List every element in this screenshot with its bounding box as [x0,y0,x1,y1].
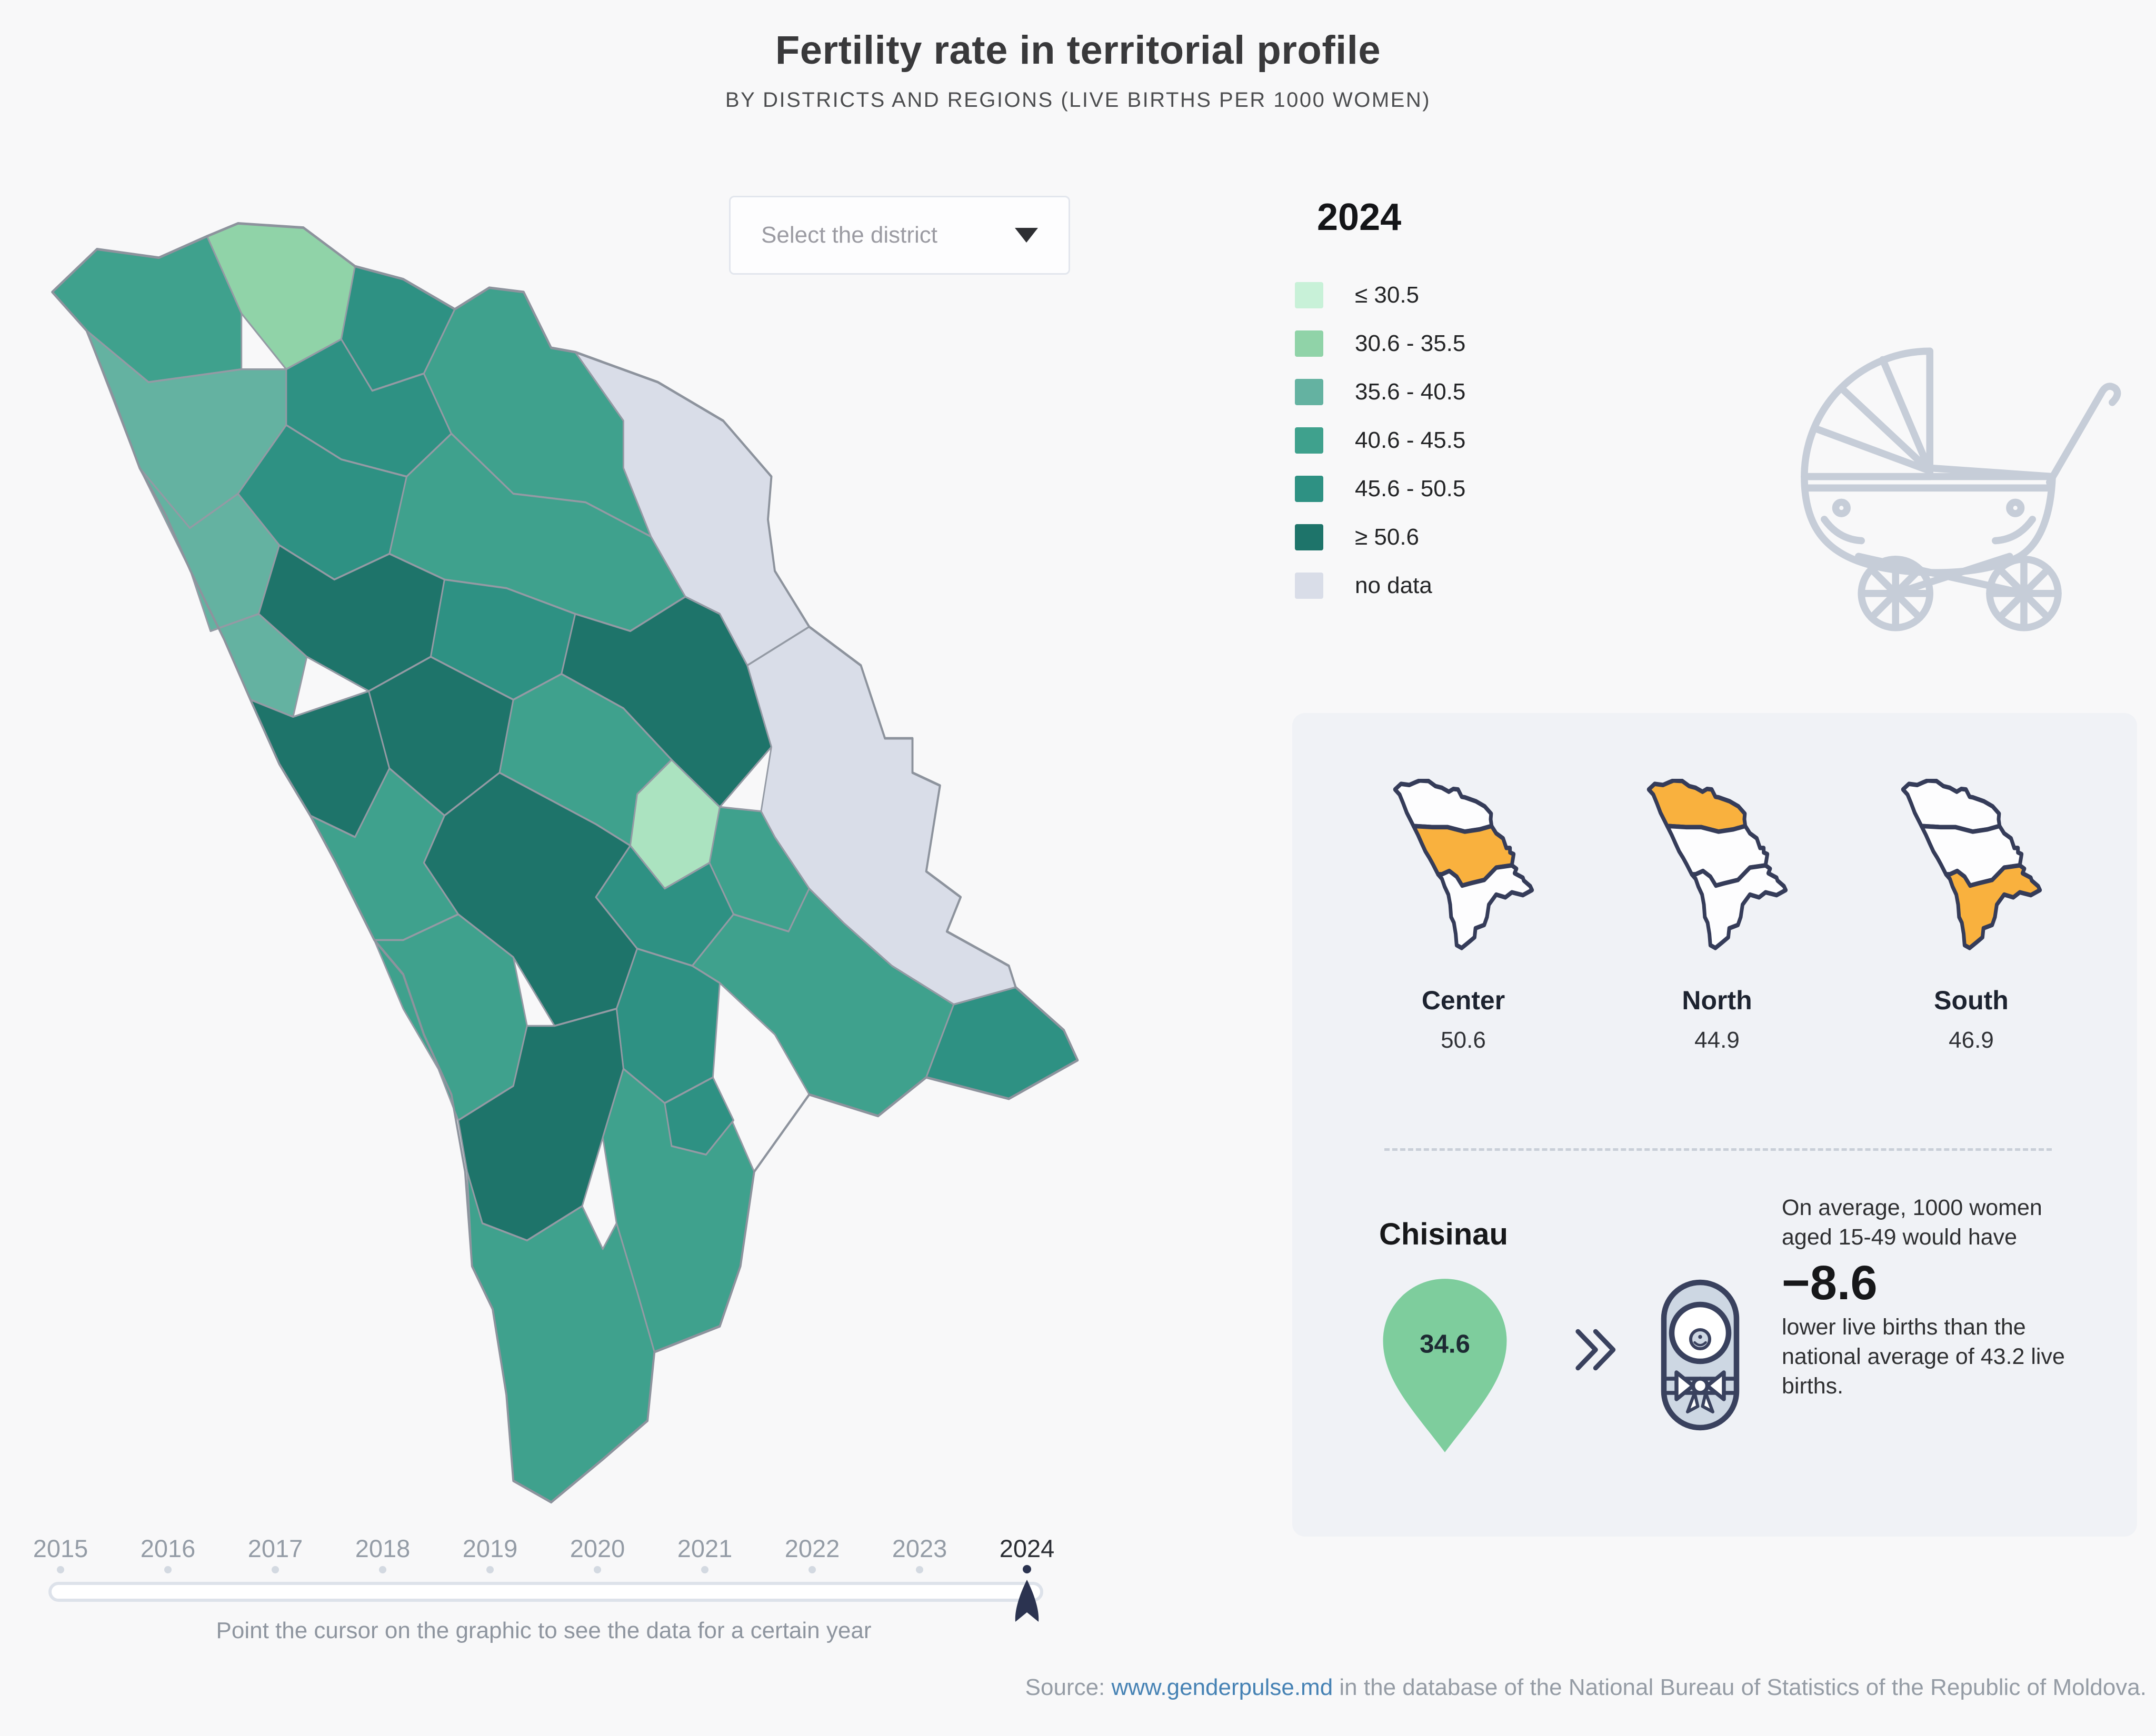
chevron-down-icon [1015,228,1038,243]
district-select[interactable]: Select the district [729,196,1070,275]
year-tick-2017[interactable]: 2017 [247,1534,303,1562]
year-tick-2016[interactable]: 2016 [140,1534,196,1562]
legend-swatch [1295,476,1323,502]
moldova-outline [51,222,1079,1504]
district-select-placeholder: Select the district [761,222,938,248]
year-dot[interactable] [808,1566,816,1573]
comparison-delta: −8.6 [1782,1256,1878,1310]
legend-label: no data [1355,573,1432,598]
legend-item: 30.6 - 35.5 [1295,330,1465,357]
region-value-north: 44.9 [1694,1027,1740,1053]
legend-label: ≥ 50.6 [1355,524,1420,550]
year-dot[interactable] [164,1566,172,1573]
page-subtitle: BY DISTRICTS AND REGIONS (LIVE BIRTHS PE… [725,88,1431,112]
legend-item: no data [1295,573,1465,599]
year-tick-2021[interactable]: 2021 [677,1534,733,1562]
legend-swatch [1295,524,1323,550]
year-dot[interactable] [57,1566,64,1573]
legend-label: 30.6 - 35.5 [1355,330,1466,356]
year-dot[interactable] [701,1566,708,1573]
selected-year-label: 2024 [1317,196,1402,238]
dashed-divider [1384,1148,2052,1151]
minimap-north[interactable] [1646,779,1788,952]
source-link[interactable]: www.genderpulse.md [1111,1674,1333,1700]
chisinau-title: Chisinau [1379,1217,1508,1251]
source-suffix: in the database of the National Bureau o… [1333,1674,2147,1700]
year-tick-2020[interactable]: 2020 [570,1534,625,1562]
year-dot-selected[interactable] [1023,1565,1031,1573]
legend-swatch [1295,379,1323,405]
chisinau-value-pin: 34.6 [1383,1279,1507,1452]
minimap-south[interactable] [1900,779,2042,952]
year-dot[interactable] [486,1566,494,1573]
double-chevron-right-icon [1575,1329,1616,1371]
legend: ≤ 30.5 30.6 - 35.5 35.6 - 40.5 40.6 - 45… [1295,282,1465,621]
map-district[interactable] [51,235,243,384]
region-value-center: 50.6 [1441,1027,1486,1053]
comparison-lead: On average, 1000 women aged 15-49 would … [1782,1195,2042,1250]
source-prefix: Source: [1025,1674,1112,1700]
year-tick-2019[interactable]: 2019 [462,1534,518,1562]
year-dot[interactable] [272,1566,279,1573]
region-name-south: South [1934,986,2009,1015]
region-value-south: 46.9 [1949,1027,1994,1053]
legend-label: ≤ 30.5 [1355,282,1420,308]
legend-swatch [1295,427,1323,454]
legend-label: 45.6 - 50.5 [1355,476,1466,501]
legend-item: ≤ 30.5 [1295,282,1465,308]
legend-label: 40.6 - 45.5 [1355,427,1466,453]
stats-panel: Center North South 50.6 44.9 46.9 Chisin… [1292,713,2137,1537]
slider-thumb[interactable] [1009,1579,1045,1623]
chisinau-value: 34.6 [1420,1329,1470,1358]
page-title: Fertility rate in territorial profile [775,28,1381,73]
year-dot[interactable] [379,1566,386,1573]
legend-swatch [1295,282,1323,308]
chisinau-comparison-text: On average, 1000 women aged 15-49 would … [1782,1193,2084,1401]
map-district-chisinau[interactable] [630,759,721,890]
minimap-center[interactable] [1392,779,1534,952]
year-dot[interactable] [916,1566,923,1573]
legend-item: 35.6 - 40.5 [1295,379,1465,405]
year-tick-2023[interactable]: 2023 [892,1534,947,1562]
year-tick-2022[interactable]: 2022 [784,1534,840,1562]
map-districts[interactable] [51,222,1079,1503]
comparison-tail: lower live births than the national aver… [1782,1314,2065,1399]
legend-label: 35.6 - 40.5 [1355,379,1466,405]
baby-carriage-icon [1801,347,2121,631]
legend-item: ≥ 50.6 [1295,524,1465,550]
year-tick-2015[interactable]: 2015 [33,1534,88,1562]
year-tick-2018[interactable]: 2018 [355,1534,411,1562]
moldova-choropleth-map[interactable] [32,210,1095,1537]
year-dot[interactable] [594,1566,601,1573]
year-tick-2024-selected[interactable]: 2024 [999,1534,1055,1562]
map-district[interactable] [664,1076,735,1156]
source-line: Source: www.genderpulse.md in the databa… [1025,1674,2147,1701]
legend-item: 40.6 - 45.5 [1295,427,1465,454]
swaddled-baby-icon [1661,1279,1740,1431]
slider-hint: Point the cursor on the graphic to see t… [216,1618,872,1643]
legend-item: 45.6 - 50.5 [1295,476,1465,502]
region-name-center: Center [1421,986,1505,1015]
legend-swatch [1295,330,1323,357]
legend-swatch [1295,573,1323,599]
region-name-north: North [1682,986,1752,1015]
slider-track[interactable] [48,1582,1043,1602]
